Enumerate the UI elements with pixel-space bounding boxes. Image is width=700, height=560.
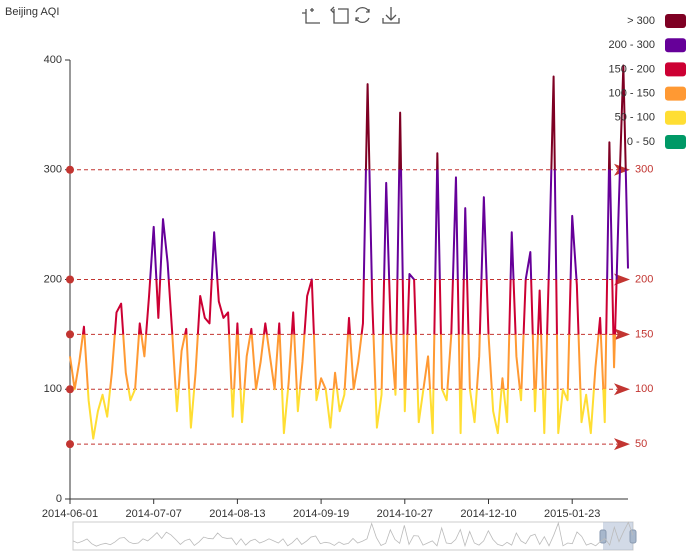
legend-swatch [665,14,686,28]
x-tick-label: 2014-12-10 [460,508,516,520]
mark-line-arrow [614,328,630,341]
legend-swatch [665,135,686,149]
y-tick-label: 400 [44,54,62,66]
data-zoom-handle[interactable] [629,529,637,544]
save-icon[interactable] [382,7,400,24]
zoom-icon[interactable] [302,8,320,24]
legend-label: 200 - 300 [609,39,655,51]
mark-line-label: 50 [635,438,647,450]
legend-swatch [665,86,686,101]
y-tick-label: 300 [44,164,62,176]
mark-line-start [66,275,74,284]
legend-swatch [665,110,686,125]
mark-line-start [66,330,74,339]
legend-label: 0 - 50 [627,136,655,148]
x-tick-label: 2014-07-07 [126,508,182,520]
mark-line-arrow [614,163,630,176]
toolbox[interactable] [302,6,400,24]
legend-swatch [665,62,686,77]
mark-line-arrow [614,273,630,286]
chart-title: Beijing AQI [5,6,59,18]
zoom-reset-icon[interactable] [330,6,349,24]
mark-line-label: 100 [635,383,653,395]
data-zoom-preview [72,521,634,548]
x-tick-label: 2014-08-13 [209,508,265,520]
mark-line-label: 200 [635,273,653,285]
data-zoom-window[interactable] [603,522,633,550]
legend-label: 100 - 150 [609,88,655,100]
x-tick-label: 2014-10-27 [377,508,433,520]
legend-swatch [665,38,686,53]
mark-line-start [66,165,74,174]
legend-label: 50 - 100 [615,112,655,124]
mark-line-start [66,440,74,449]
aqi-line [69,64,629,440]
y-tick-label: 0 [56,493,62,505]
y-tick-label: 200 [44,273,62,285]
mark-line-label: 300 [635,164,653,176]
legend-label: 150 - 200 [609,63,655,75]
x-tick-label: 2014-09-19 [293,508,349,520]
legend-label: > 300 [627,15,655,27]
x-tick-label: 2014-06-01 [42,508,98,520]
mark-line-start [66,385,74,394]
x-tick-label: 2015-01-23 [544,508,600,520]
mark-line-label: 150 [635,328,653,340]
mark-line-arrow [614,383,630,396]
y-tick-label: 100 [44,383,62,395]
restore-icon[interactable] [355,6,370,24]
mark-line-arrow [614,438,630,451]
data-zoom-handle[interactable] [599,529,607,544]
